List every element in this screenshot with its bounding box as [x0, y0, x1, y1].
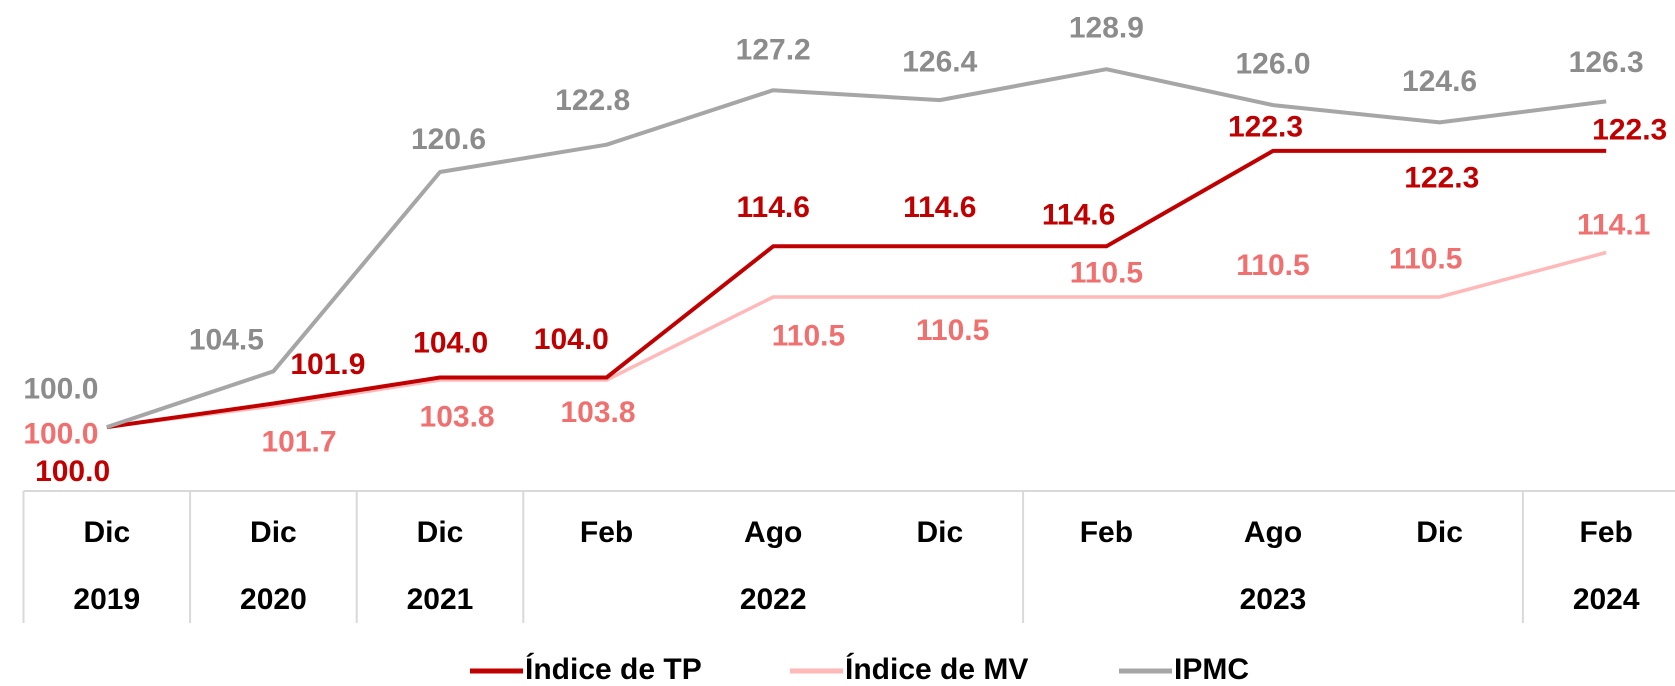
x-tick-label: Feb — [1580, 516, 1633, 549]
x-tick-label: Dic — [916, 516, 963, 549]
data-label: 101.7 — [261, 425, 336, 458]
data-label: 104.0 — [534, 323, 609, 356]
data-label: 110.5 — [1389, 243, 1462, 276]
data-label: 122.3 — [1404, 162, 1479, 195]
data-label: 122.3 — [1228, 110, 1303, 143]
group-label: 2024 — [1573, 583, 1640, 616]
data-label: 120.6 — [411, 123, 486, 156]
data-label: 114.6 — [903, 191, 976, 224]
legend-label: Índice de MV — [845, 652, 1028, 686]
x-tick-label: Ago — [1244, 516, 1302, 549]
data-label: 122.3 — [1592, 114, 1667, 147]
group-label: 2021 — [407, 583, 474, 616]
data-label: 103.8 — [420, 400, 495, 433]
data-label: 110.5 — [916, 314, 989, 347]
data-label: 110.5 — [1070, 257, 1143, 290]
legend-label: Índice de TP — [525, 652, 702, 686]
data-label: 101.9 — [290, 348, 365, 381]
data-label: 114.1 — [1577, 209, 1650, 242]
x-tick-label: Dic — [250, 516, 297, 549]
legend-label: IPMC — [1174, 653, 1249, 686]
x-tick-label: Feb — [580, 516, 633, 549]
group-label: 2019 — [73, 583, 140, 616]
data-label: 127.2 — [736, 34, 811, 67]
data-label: 104.0 — [413, 326, 488, 359]
data-label: 103.8 — [561, 396, 636, 429]
data-label: 100.0 — [23, 418, 98, 451]
data-label: 126.0 — [1235, 47, 1310, 80]
series-line — [106, 148, 1607, 430]
x-tick-label: Feb — [1080, 516, 1133, 549]
data-label: 114.6 — [736, 191, 809, 224]
x-tick-label: Dic — [83, 516, 130, 549]
group-label: 2023 — [1240, 583, 1307, 616]
data-label: 104.5 — [189, 323, 264, 356]
x-tick-label: Ago — [744, 516, 802, 549]
data-label: 124.6 — [1402, 65, 1477, 98]
series-line — [106, 250, 1607, 429]
data-label: 114.6 — [1042, 198, 1115, 231]
data-label: 110.5 — [772, 320, 845, 353]
group-label: 2020 — [240, 583, 307, 616]
data-label: 100.0 — [23, 373, 98, 406]
data-label: 126.3 — [1569, 46, 1644, 79]
group-label: 2022 — [740, 583, 807, 616]
x-tick-label: Dic — [1416, 516, 1463, 549]
x-tick-label: Dic — [417, 516, 464, 549]
data-label: 122.8 — [555, 84, 630, 117]
data-label: 100.0 — [35, 455, 110, 488]
series-line — [106, 67, 1607, 429]
data-label: 110.5 — [1236, 249, 1309, 282]
data-label: 126.4 — [902, 46, 977, 79]
data-label: 128.9 — [1069, 12, 1144, 45]
